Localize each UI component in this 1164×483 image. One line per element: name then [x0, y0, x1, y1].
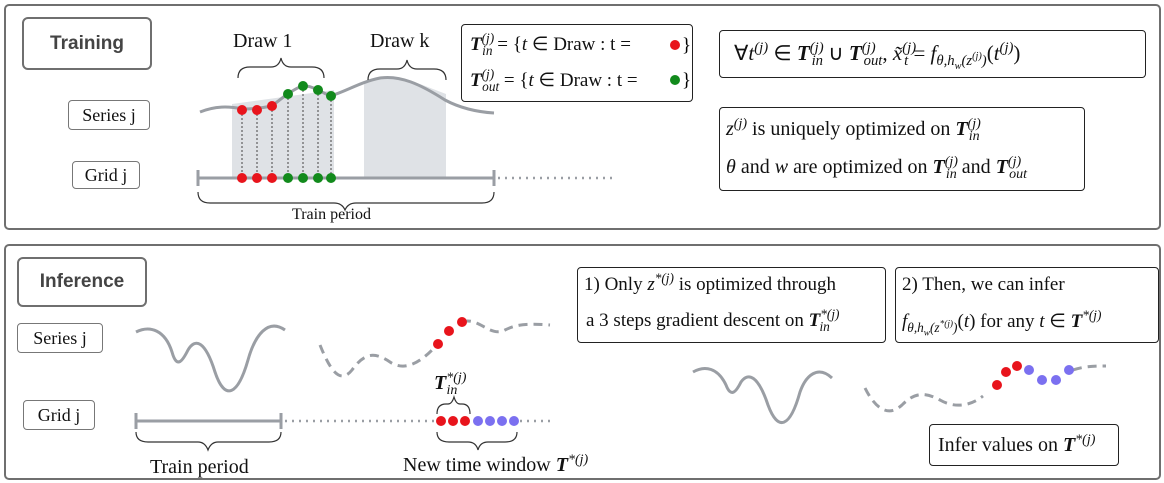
- inference-series-label: Series j: [17, 323, 103, 353]
- new-window-in-symbol: T*(j)in: [434, 370, 467, 398]
- series-point-out: [326, 91, 336, 101]
- grid-point-in: [237, 173, 247, 183]
- inference-series-dashed-tail: [461, 319, 551, 334]
- grid-point-out: [283, 173, 293, 183]
- inference-series-dashed: [318, 344, 434, 378]
- series-point-in: [237, 105, 247, 115]
- series-point-in: [267, 101, 277, 111]
- inference-series-point-in: [444, 326, 454, 336]
- point-set-definitions: T(j)in = {t ∈ Draw : t = T(j)out = {t ∈ …: [461, 24, 693, 102]
- svg-text:}: }: [682, 70, 691, 91]
- inference-grid-point-new: [509, 416, 519, 426]
- inference-grid-label: Grid j: [23, 400, 95, 430]
- svg-text:}: }: [682, 35, 691, 56]
- new-window-label: New time window T*(j): [403, 452, 589, 476]
- drawk-label: Draw k: [370, 30, 430, 52]
- new-window-brace: [436, 431, 518, 451]
- drawk-brace: [367, 59, 447, 81]
- step2-box: 2) Then, we can infer fθ,hw(z*(j))(t) fo…: [895, 267, 1159, 343]
- inference-train-period-label: Train period: [150, 456, 249, 478]
- def-out-row: T(j)out = {t ∈ Draw : t =: [470, 66, 638, 94]
- inference-series-point-in: [433, 339, 443, 349]
- inferred-point-in: [992, 380, 1002, 390]
- inference-panel: [4, 244, 1161, 480]
- inferred-point-new: [1024, 365, 1034, 375]
- grid-point-out: [313, 173, 323, 183]
- training-panel: [4, 4, 1161, 230]
- training-title: Training: [22, 17, 152, 70]
- grid-point-in: [252, 173, 262, 183]
- grid-point-out: [298, 173, 308, 183]
- inference-grid-point-in: [436, 416, 446, 426]
- inference-grid-point-new: [485, 416, 495, 426]
- series-point-out: [313, 85, 323, 95]
- green-marker-icon: [670, 75, 680, 85]
- infer-values-box: Infer values on T*(j): [929, 424, 1119, 466]
- inferred-point-in: [1012, 361, 1022, 371]
- inference-grid-point-in: [448, 416, 458, 426]
- inferred-series-dashed: [863, 387, 984, 413]
- draw1-brace: [237, 57, 325, 79]
- forall-formula: ∀t(j) ∈ T(j)in ∪ T(j)out, x̃(j)t = fθ,hw…: [719, 30, 1146, 78]
- inference-grid-point-new: [473, 416, 483, 426]
- series-point-in: [252, 105, 262, 115]
- training-series-label: Series j: [68, 100, 150, 130]
- inference-grid-point-in: [460, 416, 470, 426]
- training-train-period-label: Train period: [292, 206, 371, 223]
- inferred-point-in: [1001, 367, 1011, 377]
- series-point-out: [298, 81, 308, 91]
- def-in-row: T(j)in = {t ∈ Draw : t =: [470, 30, 631, 58]
- inferred-point-new: [1064, 365, 1074, 375]
- inference-series-solid: [135, 324, 286, 393]
- grid-point-out: [326, 173, 336, 183]
- grid-point-in: [267, 173, 277, 183]
- inferred-point-new: [1037, 375, 1047, 385]
- inference-title: Inference: [17, 257, 147, 307]
- inferred-point-new: [1051, 375, 1061, 385]
- series-point-out: [283, 89, 293, 99]
- inference-series-point-in: [457, 317, 467, 327]
- red-marker-icon: [670, 40, 680, 50]
- inferred-series-dashed-tail: [1072, 364, 1107, 372]
- def-markers: } }: [670, 35, 691, 91]
- training-grid-label: Grid j: [72, 161, 140, 189]
- inference-train-brace: [135, 431, 282, 452]
- inference-grid-point-new: [497, 416, 507, 426]
- draw1-label: Draw 1: [233, 30, 293, 52]
- in-star-brace: [436, 394, 471, 415]
- step1-box: 1) Only z*(j) is optimized through a 3 s…: [577, 267, 886, 343]
- drawk-shade: [364, 78, 446, 178]
- train-period-brace: [197, 191, 495, 212]
- inferred-series-solid: [692, 367, 834, 424]
- optimization-note: z(j) is uniquely optimized on T(j)in θ a…: [719, 107, 1085, 191]
